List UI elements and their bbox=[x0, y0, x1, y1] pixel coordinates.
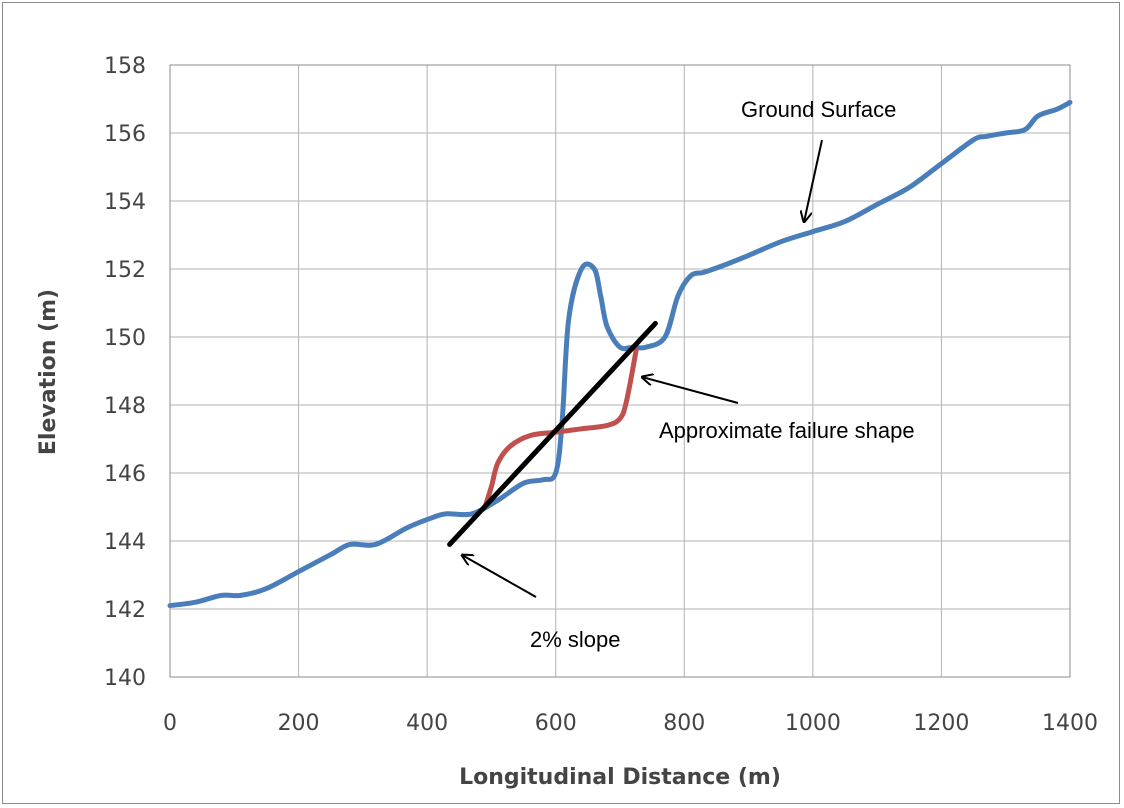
plot-area bbox=[169, 64, 1071, 678]
y-axis-ticks: 140 142 144 146 148 150 152 154 156 158 bbox=[104, 54, 146, 691]
y-axis-title: Elevation (m) bbox=[36, 289, 61, 455]
annotation-ground-surface: Ground Surface bbox=[741, 97, 896, 122]
annotation-slope-arrow bbox=[462, 555, 537, 598]
x-tick-label: 200 bbox=[278, 711, 320, 736]
y-tick-label: 158 bbox=[104, 54, 146, 79]
x-axis-ticks: 0 200 400 600 800 1000 1200 1400 bbox=[163, 711, 1098, 736]
x-axis-title: Longitudinal Distance (m) bbox=[459, 765, 781, 790]
x-tick-label: 0 bbox=[163, 711, 177, 736]
y-tick-label: 150 bbox=[104, 326, 146, 351]
y-tick-label: 144 bbox=[104, 530, 146, 555]
y-tick-label: 142 bbox=[104, 598, 146, 623]
annotation-failure-shape: Approximate failure shape bbox=[659, 418, 915, 443]
x-tick-label: 1200 bbox=[913, 711, 969, 736]
grid bbox=[169, 64, 1071, 678]
x-tick-label: 1000 bbox=[785, 711, 841, 736]
annotations: Ground Surface Approximate failure shape… bbox=[462, 97, 915, 652]
annotation-ground-surface-arrow bbox=[804, 139, 823, 222]
y-tick-label: 152 bbox=[104, 258, 146, 283]
y-tick-label: 148 bbox=[104, 394, 146, 419]
y-tick-label: 146 bbox=[104, 462, 146, 487]
y-tick-label: 156 bbox=[104, 122, 146, 147]
annotation-slope: 2% slope bbox=[530, 627, 621, 652]
x-tick-label: 1400 bbox=[1042, 711, 1098, 736]
ground-surface-line bbox=[167, 99, 1073, 609]
slope-line bbox=[447, 320, 658, 547]
series-layer bbox=[167, 99, 1073, 609]
annotation-failure-shape-arrow bbox=[642, 377, 739, 404]
x-tick-label: 400 bbox=[406, 711, 448, 736]
y-tick-label: 154 bbox=[104, 190, 146, 215]
y-tick-label: 140 bbox=[104, 666, 146, 691]
x-tick-label: 800 bbox=[663, 711, 705, 736]
x-tick-label: 600 bbox=[535, 711, 577, 736]
